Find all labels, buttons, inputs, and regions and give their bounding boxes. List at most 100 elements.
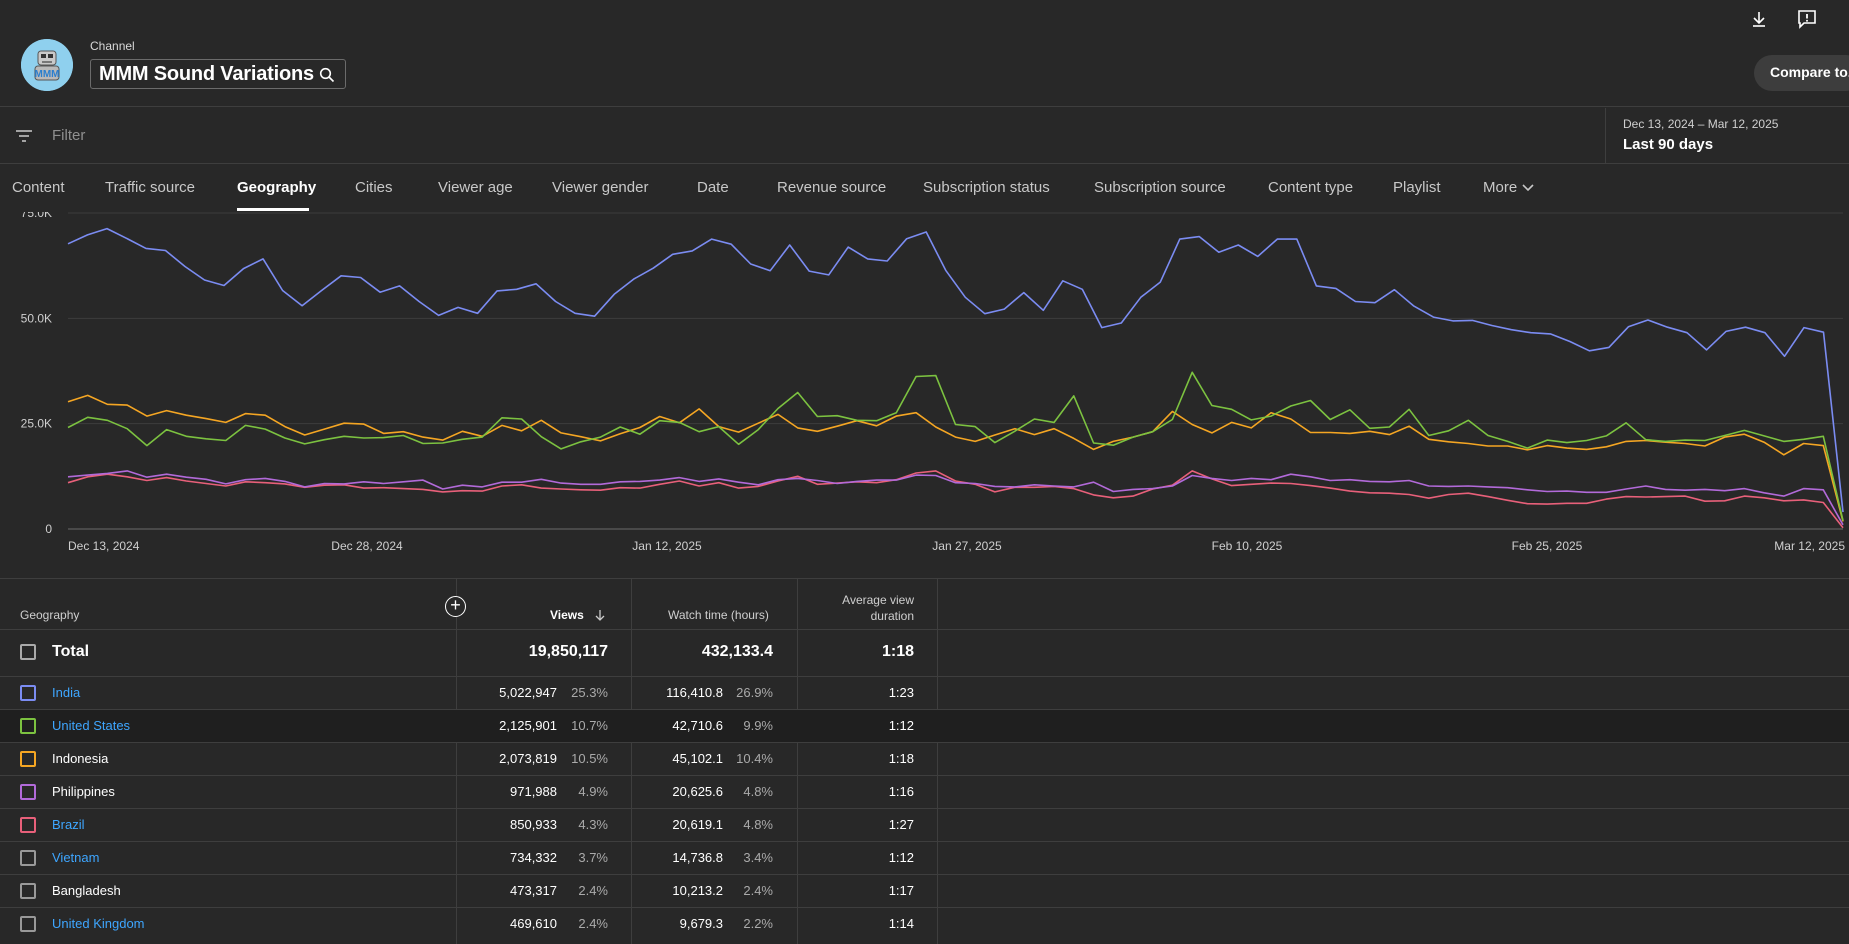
row-checkbox[interactable]	[20, 784, 36, 800]
channel-selector[interactable]: MMM Sound Variations	[90, 59, 346, 89]
country-name: Bangladesh	[52, 883, 121, 898]
watch-time-value: 116,410.8	[666, 685, 723, 700]
row-checkbox[interactable]	[20, 685, 36, 701]
y-tick-label: 75.0K	[21, 212, 52, 220]
header-views-label: Views	[550, 608, 584, 622]
watch-time-percent: 2.2%	[743, 916, 773, 931]
table-row[interactable]: Indonesia 2,073,819 10.5% 45,102.1 10.4% 1:18	[0, 742, 1849, 775]
country-name: Philippines	[52, 784, 115, 799]
column-divider	[631, 579, 632, 944]
date-range-selector[interactable]: Dec 13, 2024 – Mar 12, 2025 Last 90 days	[1605, 108, 1849, 164]
tab-date[interactable]: Date	[697, 179, 729, 196]
sort-down-icon	[595, 610, 605, 621]
filter-bar: Filter Dec 13, 2024 – Mar 12, 2025 Last …	[0, 108, 1849, 164]
tab-subscription-status[interactable]: Subscription status	[923, 179, 1050, 196]
views-percent: 4.3%	[578, 817, 608, 832]
country-name[interactable]: India	[52, 685, 81, 700]
dimension-tabs: Content Traffic source Geography Cities …	[0, 164, 1849, 212]
table-row[interactable]: United Kingdom 469,610 2.4% 9,679.3 2.2% 1:14	[0, 907, 1849, 940]
feedback-icon[interactable]	[1796, 8, 1818, 30]
tab-playlist[interactable]: Playlist	[1393, 179, 1441, 196]
tab-viewer-age[interactable]: Viewer age	[438, 179, 513, 196]
header-geography[interactable]: Geography	[20, 608, 80, 622]
geography-table: Geography + Views Watch time (hours) Ave…	[0, 578, 1849, 944]
watch-time-percent: 3.4%	[743, 850, 773, 865]
header-views[interactable]: Views	[550, 608, 607, 622]
total-row: Total 19,850,117 432,133.4 1:18	[0, 629, 1849, 676]
compare-button[interactable]: Compare to...	[1754, 55, 1849, 91]
row-checkbox[interactable]	[20, 817, 36, 833]
avg-duration-value: 1:17	[888, 883, 914, 898]
row-checkbox[interactable]	[20, 916, 36, 932]
country-name[interactable]: Brazil	[52, 817, 85, 832]
watch-time-value: 9,679.3	[679, 916, 723, 931]
filter-input[interactable]: Filter	[52, 127, 86, 144]
series-line-brazil	[67, 470, 1844, 529]
column-divider	[456, 579, 457, 944]
table-row[interactable]: United States 2,125,901 10.7% 42,710.6 9.9% 1…	[0, 709, 1849, 742]
views-percent: 3.7%	[578, 850, 608, 865]
tab-more[interactable]: More	[1483, 179, 1535, 196]
table-row[interactable]: Vietnam 734,332 3.7% 14,736.8 3.4% 1:12	[0, 841, 1849, 874]
avg-duration-value: 1:12	[888, 850, 914, 865]
watch-time-percent: 10.4%	[736, 751, 773, 766]
views-value: 971,988	[510, 784, 557, 799]
row-checkbox[interactable]	[20, 850, 36, 866]
total-checkbox[interactable]	[20, 644, 36, 660]
tab-cities[interactable]: Cities	[355, 179, 393, 196]
total-label: Total	[52, 643, 90, 660]
watch-time-percent: 2.4%	[743, 883, 773, 898]
watch-time-value: 14,736.8	[672, 850, 723, 865]
channel-name: MMM Sound Variations	[99, 63, 314, 85]
add-column-button[interactable]: +	[445, 596, 466, 617]
row-checkbox[interactable]	[20, 883, 36, 899]
header-watch-time[interactable]: Watch time (hours)	[668, 608, 769, 622]
date-range-text: Dec 13, 2024 – Mar 12, 2025	[1623, 117, 1779, 131]
header-avg-duration[interactable]: Average view duration	[842, 593, 914, 623]
country-name[interactable]: United States	[52, 718, 131, 733]
views-value: 734,332	[510, 850, 557, 865]
search-icon[interactable]	[319, 67, 335, 83]
x-tick-label: Feb 25, 2025	[1512, 539, 1583, 553]
watch-time-value: 20,619.1	[672, 817, 723, 832]
country-name[interactable]: United Kingdom	[52, 916, 145, 931]
chevron-down-icon	[1522, 184, 1534, 192]
tab-content-type[interactable]: Content type	[1268, 179, 1354, 196]
tab-traffic-source[interactable]: Traffic source	[105, 179, 196, 196]
views-percent: 2.4%	[578, 883, 608, 898]
tab-content[interactable]: Content	[12, 179, 65, 196]
date-range-label: Last 90 days	[1623, 136, 1714, 153]
tab-revenue-source[interactable]: Revenue source	[777, 179, 887, 196]
tab-subscription-source[interactable]: Subscription source	[1094, 179, 1226, 196]
column-divider	[797, 579, 798, 944]
views-value: 5,022,947	[499, 685, 557, 700]
views-percent: 4.9%	[578, 784, 608, 799]
row-checkbox[interactable]	[20, 751, 36, 767]
table-row[interactable]: Brazil 850,933 4.3% 20,619.1 4.8% 1:27	[0, 808, 1849, 841]
avatar-logo-text: MMM	[35, 69, 60, 80]
watch-time-value: 20,625.6	[672, 784, 723, 799]
views-percent: 10.5%	[571, 751, 608, 766]
table-row[interactable]: Philippines 971,988 4.9% 20,625.6 4.8% 1:16	[0, 775, 1849, 808]
table-row[interactable]: India 5,022,947 25.3% 116,410.8 26.9% 1:23	[0, 676, 1849, 709]
tab-viewer-gender[interactable]: Viewer gender	[552, 179, 649, 196]
total-views: 19,850,117	[528, 643, 608, 660]
x-tick-label: Mar 12, 2025	[1774, 539, 1845, 553]
views-percent: 25.3%	[571, 685, 608, 700]
watch-time-percent: 9.9%	[743, 718, 773, 733]
country-name[interactable]: Vietnam	[52, 850, 100, 865]
chart-svg: 0 25.0K 50.0K 75.0K Dec 13, 2024 Dec 28, 2024…	[21, 212, 1846, 553]
tab-geography[interactable]: Geography	[237, 179, 317, 196]
tab-more-label: More	[1483, 179, 1518, 196]
filter-icon[interactable]	[14, 126, 34, 146]
column-divider	[937, 579, 938, 944]
download-icon[interactable]	[1748, 8, 1770, 30]
row-checkbox[interactable]	[20, 718, 36, 734]
table-row[interactable]: Bangladesh 473,317 2.4% 10,213.2 2.4% 1:17	[0, 874, 1849, 907]
views-value: 2,125,901	[499, 718, 557, 733]
channel-avatar[interactable]: MMM	[21, 39, 73, 91]
views-value: 850,933	[510, 817, 557, 832]
active-tab-indicator	[237, 208, 309, 211]
watch-time-percent: 4.8%	[743, 784, 773, 799]
series-line-indonesia	[67, 394, 1844, 522]
